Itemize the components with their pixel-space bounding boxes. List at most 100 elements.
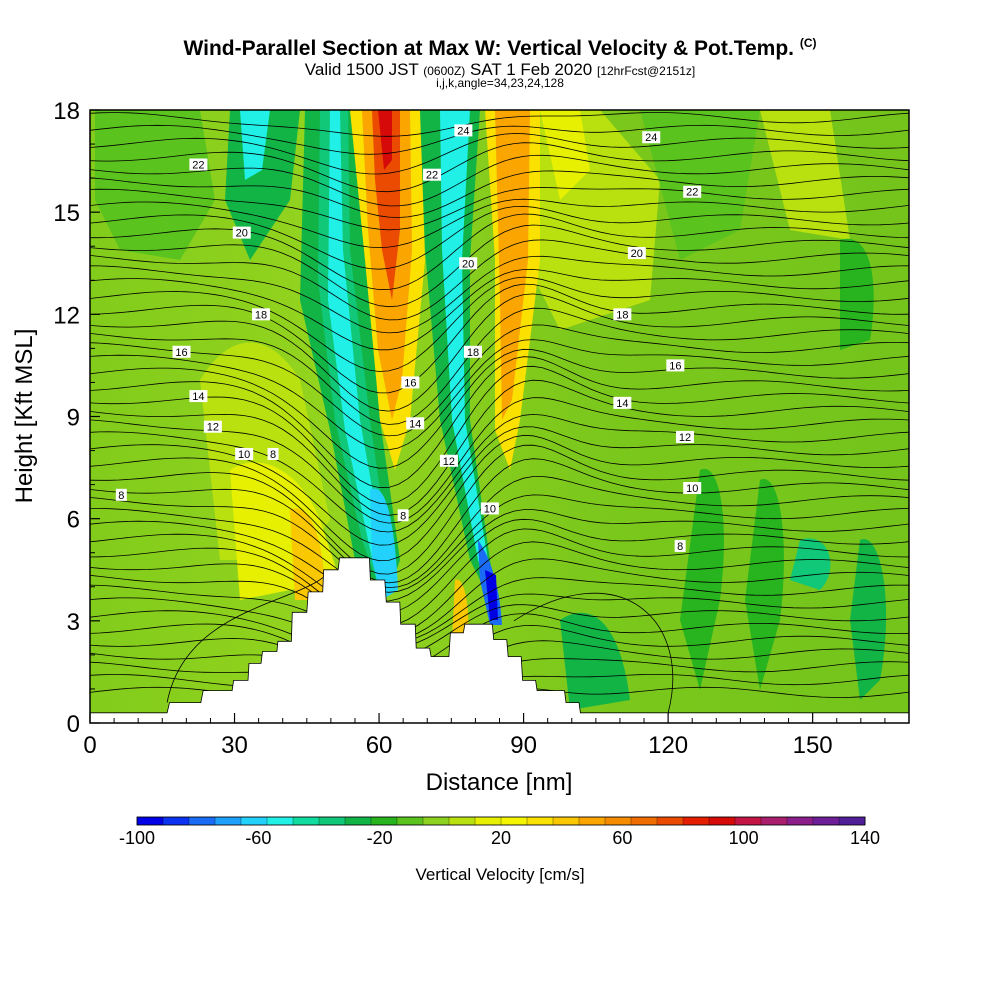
y-tick-label: 0 — [67, 711, 80, 738]
valid-utc: (0600Z) — [423, 64, 466, 78]
isentrope-line — [90, 558, 909, 640]
isentrope-line — [90, 124, 909, 155]
contour-label-bg — [232, 226, 251, 239]
contour-label: 8 — [397, 509, 409, 522]
contour-label-bg — [401, 376, 420, 389]
isentrope-line — [513, 592, 674, 713]
valid-prefix: Valid 1500 JST — [304, 60, 419, 79]
vertical-velocity-field — [90, 110, 909, 723]
colorbar-tick-label: 140 — [850, 828, 880, 848]
isentrope-line — [90, 239, 909, 321]
contour-label-text: 18 — [467, 347, 479, 359]
x-tick-label: 120 — [648, 732, 688, 759]
chart-title-text: Wind-Parallel Section at Max W: Vertical… — [183, 37, 794, 60]
contour-labels: 22 20 18 16 14 12 10 8 8 24 22 20 18 16 14 12 10 8 24 22 20 1… — [115, 124, 702, 553]
updraft-band3-core — [495, 110, 530, 420]
valid-date: SAT 1 Feb 2020 — [470, 60, 593, 79]
isentrope-line — [90, 283, 909, 394]
contour-label-bg — [423, 168, 442, 181]
contour-label-bg — [666, 359, 685, 372]
isentrope-line — [90, 577, 909, 643]
contour-label-bg — [683, 185, 702, 198]
isentrope-line — [90, 339, 909, 451]
isentrope-line — [90, 365, 909, 505]
isentrope-line — [90, 444, 909, 575]
contour-label-text: 10 — [484, 503, 496, 515]
contour-label-text: 8 — [118, 490, 124, 502]
contour-label: 16 — [172, 345, 191, 359]
contour-label-text: 22 — [686, 187, 698, 199]
y-axis-label: Height [Kft MSL] — [11, 329, 38, 504]
contour-label: 8 — [115, 488, 127, 502]
green-patch-east — [840, 238, 874, 350]
yellow-patch-top-right — [760, 110, 850, 240]
cool-spot-east — [790, 538, 831, 590]
x-tick-label: 90 — [510, 732, 537, 759]
isentrope-line — [90, 426, 909, 546]
potential-temperature-contours — [90, 112, 909, 719]
contour-label-bg — [627, 247, 646, 260]
contour-label-bg — [675, 430, 694, 443]
contour-label-bg — [397, 509, 409, 522]
isentrope-line — [90, 142, 909, 193]
yellow-core-ne — [540, 110, 590, 200]
colorbar-swatch — [318, 816, 346, 826]
contour-label: 18 — [252, 308, 271, 321]
colorbar-swatch — [682, 816, 710, 826]
isentrope-line — [90, 528, 909, 627]
colorbar-label: Vertical Velocity [cm/s] — [415, 865, 584, 884]
contour-label-bg — [454, 124, 473, 137]
contour-label-text: 22 — [192, 159, 204, 171]
contour-label-text: 14 — [409, 418, 421, 430]
contour-label-text: 12 — [443, 456, 455, 468]
contour-label: 8 — [674, 539, 686, 553]
contour-label-text: 16 — [669, 360, 681, 372]
downdraft-band2-max — [485, 570, 498, 620]
contour-label: 16 — [666, 359, 685, 372]
contour-label-bg — [613, 396, 632, 409]
downdraft-lower-west — [370, 488, 398, 600]
isentrope-line — [90, 205, 909, 270]
contour-label: 10 — [235, 447, 254, 461]
y-tick-label: 9 — [67, 405, 80, 432]
x-tick-label: 0 — [83, 732, 96, 759]
colorbar-tick-label: 20 — [491, 828, 511, 848]
section-info: i,j,k,angle=34,23,24,128 — [436, 76, 564, 90]
x-tick-label: 60 — [366, 732, 393, 759]
colorbar-swatch — [162, 816, 190, 826]
isentrope-line — [90, 293, 909, 412]
downdraft-band2-mid — [440, 110, 496, 610]
contour-label-text: 12 — [207, 422, 219, 434]
updraft-band-core — [372, 110, 400, 300]
isentrope-line — [90, 213, 909, 291]
contour-label-text: 10 — [686, 483, 698, 495]
contour-label: 22 — [423, 168, 442, 182]
isentrope-line — [90, 307, 909, 425]
isentrope-line — [90, 268, 909, 351]
contour-label: 14 — [613, 396, 632, 410]
isentrope-line — [90, 324, 909, 437]
isentrope-line — [90, 509, 909, 602]
downdraft-band-core — [328, 110, 385, 585]
updraft-band-max — [378, 110, 392, 170]
colorbar-swatch — [240, 816, 268, 826]
colorbar-swatch — [214, 816, 242, 826]
contour-label: 20 — [627, 247, 646, 260]
isentrope-line — [90, 434, 909, 562]
contour-label: 10 — [480, 502, 499, 515]
contour-label: 18 — [613, 308, 632, 321]
colorbar-swatch — [474, 816, 502, 826]
x-axis-label: Distance [nm] — [426, 769, 573, 796]
isentrope-line — [90, 518, 909, 615]
green-column-east-1 — [680, 468, 724, 690]
contour-label-text: 20 — [462, 258, 474, 270]
isentrope-line — [90, 397, 909, 524]
contour-label-text: 12 — [679, 432, 691, 444]
y-tick-label: 18 — [53, 98, 80, 125]
isentrope-line — [90, 613, 909, 676]
green-column-east-3 — [850, 539, 887, 700]
colorbar-tick-label: 100 — [729, 828, 759, 848]
contour-label: 20 — [459, 257, 478, 270]
y-tick-label: 15 — [53, 200, 80, 227]
